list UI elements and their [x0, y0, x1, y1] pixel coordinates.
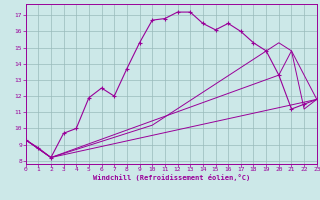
- X-axis label: Windchill (Refroidissement éolien,°C): Windchill (Refroidissement éolien,°C): [92, 174, 250, 181]
